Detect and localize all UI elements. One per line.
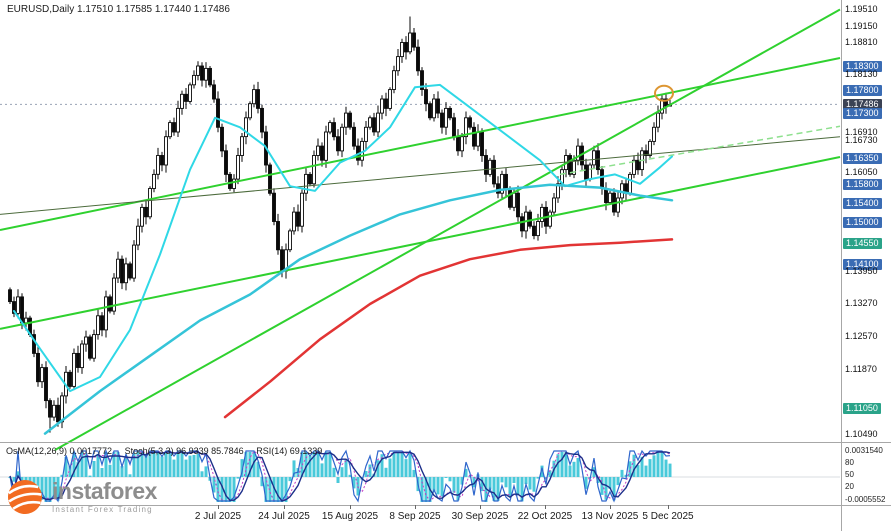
date-tick-label: 8 Sep 2025 bbox=[389, 511, 441, 522]
instaforex-watermark: instaforex Instant Forex Trading bbox=[5, 477, 157, 517]
support-steep-green bbox=[54, 8, 841, 451]
price-level-badge: 1.15400 bbox=[843, 198, 882, 209]
ohlc-readout: EURUSD,Daily 1.17510 1.17585 1.17440 1.1… bbox=[7, 4, 230, 15]
price-tick: 1.16910 bbox=[845, 127, 878, 137]
date-tick-mark bbox=[545, 505, 546, 509]
price-level-badge: 1.11050 bbox=[843, 403, 881, 414]
date-tick-mark bbox=[350, 505, 351, 509]
date-tick-label: 24 Jul 2025 bbox=[258, 511, 310, 522]
trendline-touch-circle bbox=[654, 84, 674, 102]
date-tick-mark bbox=[610, 505, 611, 509]
date-tick-label: 15 Aug 2025 bbox=[321, 511, 379, 522]
stochastic-signal-line bbox=[9, 451, 671, 502]
channel-lower-green bbox=[0, 156, 841, 330]
price-level-badge: 1.14100 bbox=[843, 259, 882, 270]
indicator-scale-label: 50 bbox=[845, 470, 854, 479]
price-axis-separator bbox=[841, 0, 842, 531]
price-level-badge: 1.15800 bbox=[843, 179, 882, 190]
price-tick: 1.18810 bbox=[845, 37, 878, 47]
indicator-scale-label: 20 bbox=[845, 482, 854, 491]
time-axis-separator bbox=[0, 505, 891, 506]
date-tick-label: 2 Jul 2025 bbox=[194, 511, 242, 522]
date-tick-label: 13 Nov 2025 bbox=[581, 511, 639, 522]
price-level-badge: 1.17300 bbox=[843, 108, 882, 119]
date-tick-mark bbox=[218, 505, 219, 509]
price-tick: 1.19510 bbox=[845, 4, 878, 14]
price-tick: 1.18130 bbox=[845, 69, 878, 79]
stochastic-main-line bbox=[9, 448, 671, 503]
indicator-readout: OsMA(12,26,9) 0.0017772 Stoch(5,3,3) 96.… bbox=[6, 446, 332, 456]
price-level-badge: 1.15000 bbox=[843, 217, 882, 228]
date-tick-label: 30 Sep 2025 bbox=[451, 511, 509, 522]
current-price-badge: 1.17486 bbox=[843, 99, 882, 110]
candlesticks bbox=[8, 16, 672, 433]
price-tick: 1.13270 bbox=[845, 298, 878, 308]
price-level-badge: 1.17800 bbox=[843, 85, 882, 96]
date-tick-label: 5 Dec 2025 bbox=[642, 511, 694, 522]
indicator-window-separator bbox=[0, 442, 891, 443]
ma-200-red bbox=[223, 238, 674, 419]
brand-name: instaforex bbox=[52, 478, 157, 504]
price-tick: 1.16050 bbox=[845, 167, 878, 177]
channel-upper-green bbox=[0, 57, 841, 231]
price-tick: 1.12570 bbox=[845, 331, 878, 341]
instaforex-globe-icon bbox=[8, 480, 42, 514]
price-level-badge: 1.16350 bbox=[843, 153, 882, 164]
date-tick-mark bbox=[480, 505, 481, 509]
price-tick: 1.10490 bbox=[845, 429, 878, 439]
ma-slow-cyan bbox=[43, 183, 674, 435]
date-tick-mark bbox=[284, 505, 285, 509]
osma-readout: OsMA(12,26,9) 0.0017772 bbox=[6, 446, 113, 456]
date-tick-mark bbox=[668, 505, 669, 509]
longterm-olive-line bbox=[0, 136, 841, 215]
rsi-readout: RSI(14) 69.1339 bbox=[256, 446, 323, 456]
ma-fast-cyan bbox=[13, 83, 673, 393]
price-tick: 1.11870 bbox=[845, 364, 877, 374]
price-tick: 1.16730 bbox=[845, 135, 878, 145]
price-tick: 1.13950 bbox=[845, 266, 878, 276]
indicator-scale-label: -0.0005552 bbox=[845, 495, 886, 504]
indicator-scale-label: 80 bbox=[845, 458, 854, 467]
price-level-badge: 1.14550 bbox=[843, 238, 882, 249]
indicator-scale-label: 0.0031540 bbox=[845, 446, 883, 455]
date-tick-mark bbox=[415, 505, 416, 509]
price-tick: 1.19150 bbox=[845, 21, 878, 31]
stochastic-readout: Stoch(5,3,3) 96.9339 85.7846 bbox=[124, 446, 244, 456]
projection-dashed-green bbox=[559, 125, 841, 176]
brand-tagline: Instant Forex Trading bbox=[52, 505, 153, 514]
date-tick-label: 22 Oct 2025 bbox=[517, 511, 573, 522]
price-level-badge: 1.18300 bbox=[843, 61, 882, 72]
